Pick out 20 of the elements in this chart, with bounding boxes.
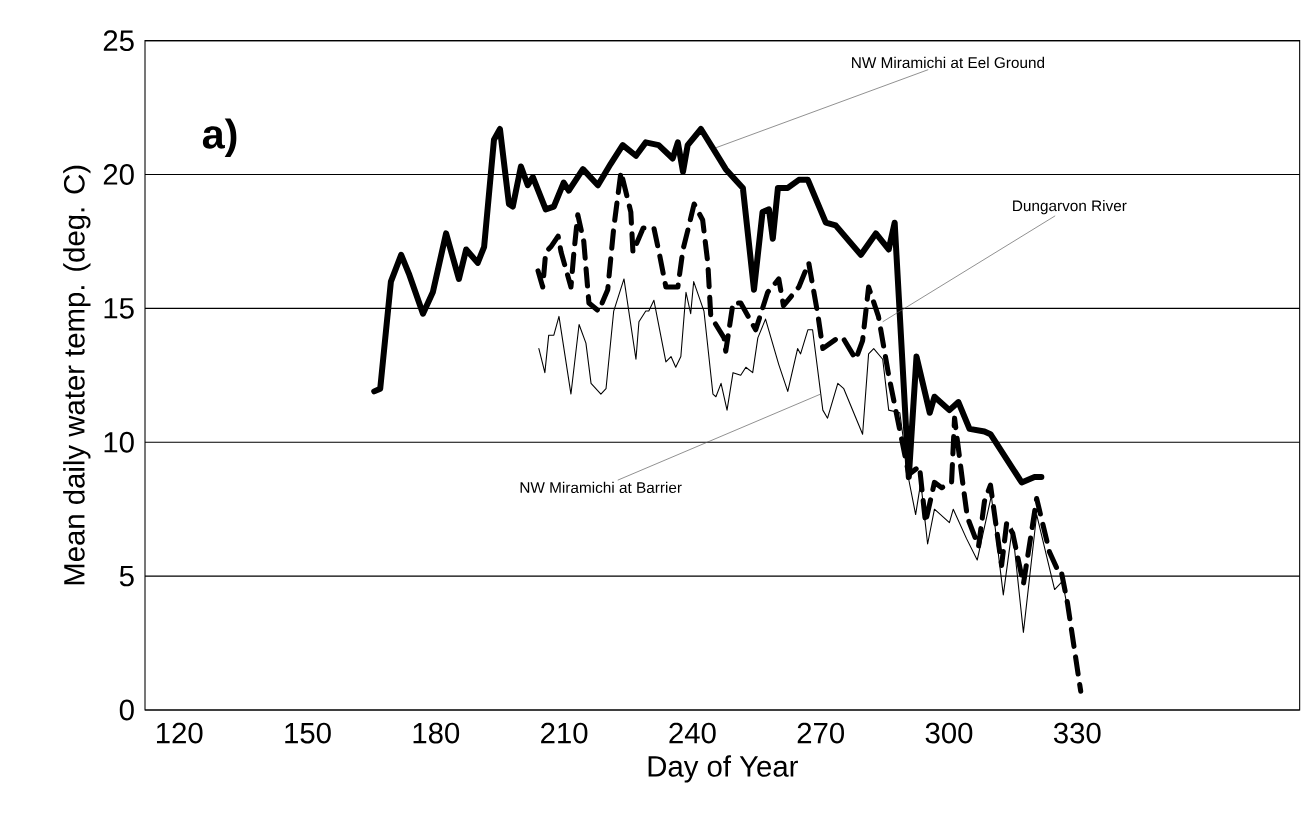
x-tick-label: 150 [285, 722, 331, 744]
y-tick-label: 0 [119, 699, 134, 721]
x-tick-label: 270 [797, 722, 845, 744]
y-tick-label: 10 [104, 431, 134, 453]
x-axis-title: Day of Year [648, 755, 798, 783]
y-tick-label: 5 [119, 565, 134, 587]
x-tick-label: 300 [925, 722, 973, 744]
x-tick-label: 120 [156, 722, 203, 744]
x-tick-label: 210 [541, 722, 588, 744]
y-axis-title: Mean daily water temp. (deg. C) [63, 165, 91, 585]
y-tick-label: 25 [103, 30, 134, 52]
annotation: Dungarvon River [1013, 199, 1127, 215]
annotation: NW Miramichi at Eel Ground [852, 56, 1045, 69]
y-tick-label: 20 [103, 164, 134, 185]
annotation: a) [202, 118, 237, 157]
x-tick-label: 240 [669, 722, 716, 744]
x-tick-label: 330 [1053, 722, 1101, 744]
x-tick-label: 180 [413, 722, 460, 744]
annotation: NW Miramichi at Barrier [520, 481, 682, 494]
y-tick-label: 15 [104, 298, 134, 319]
